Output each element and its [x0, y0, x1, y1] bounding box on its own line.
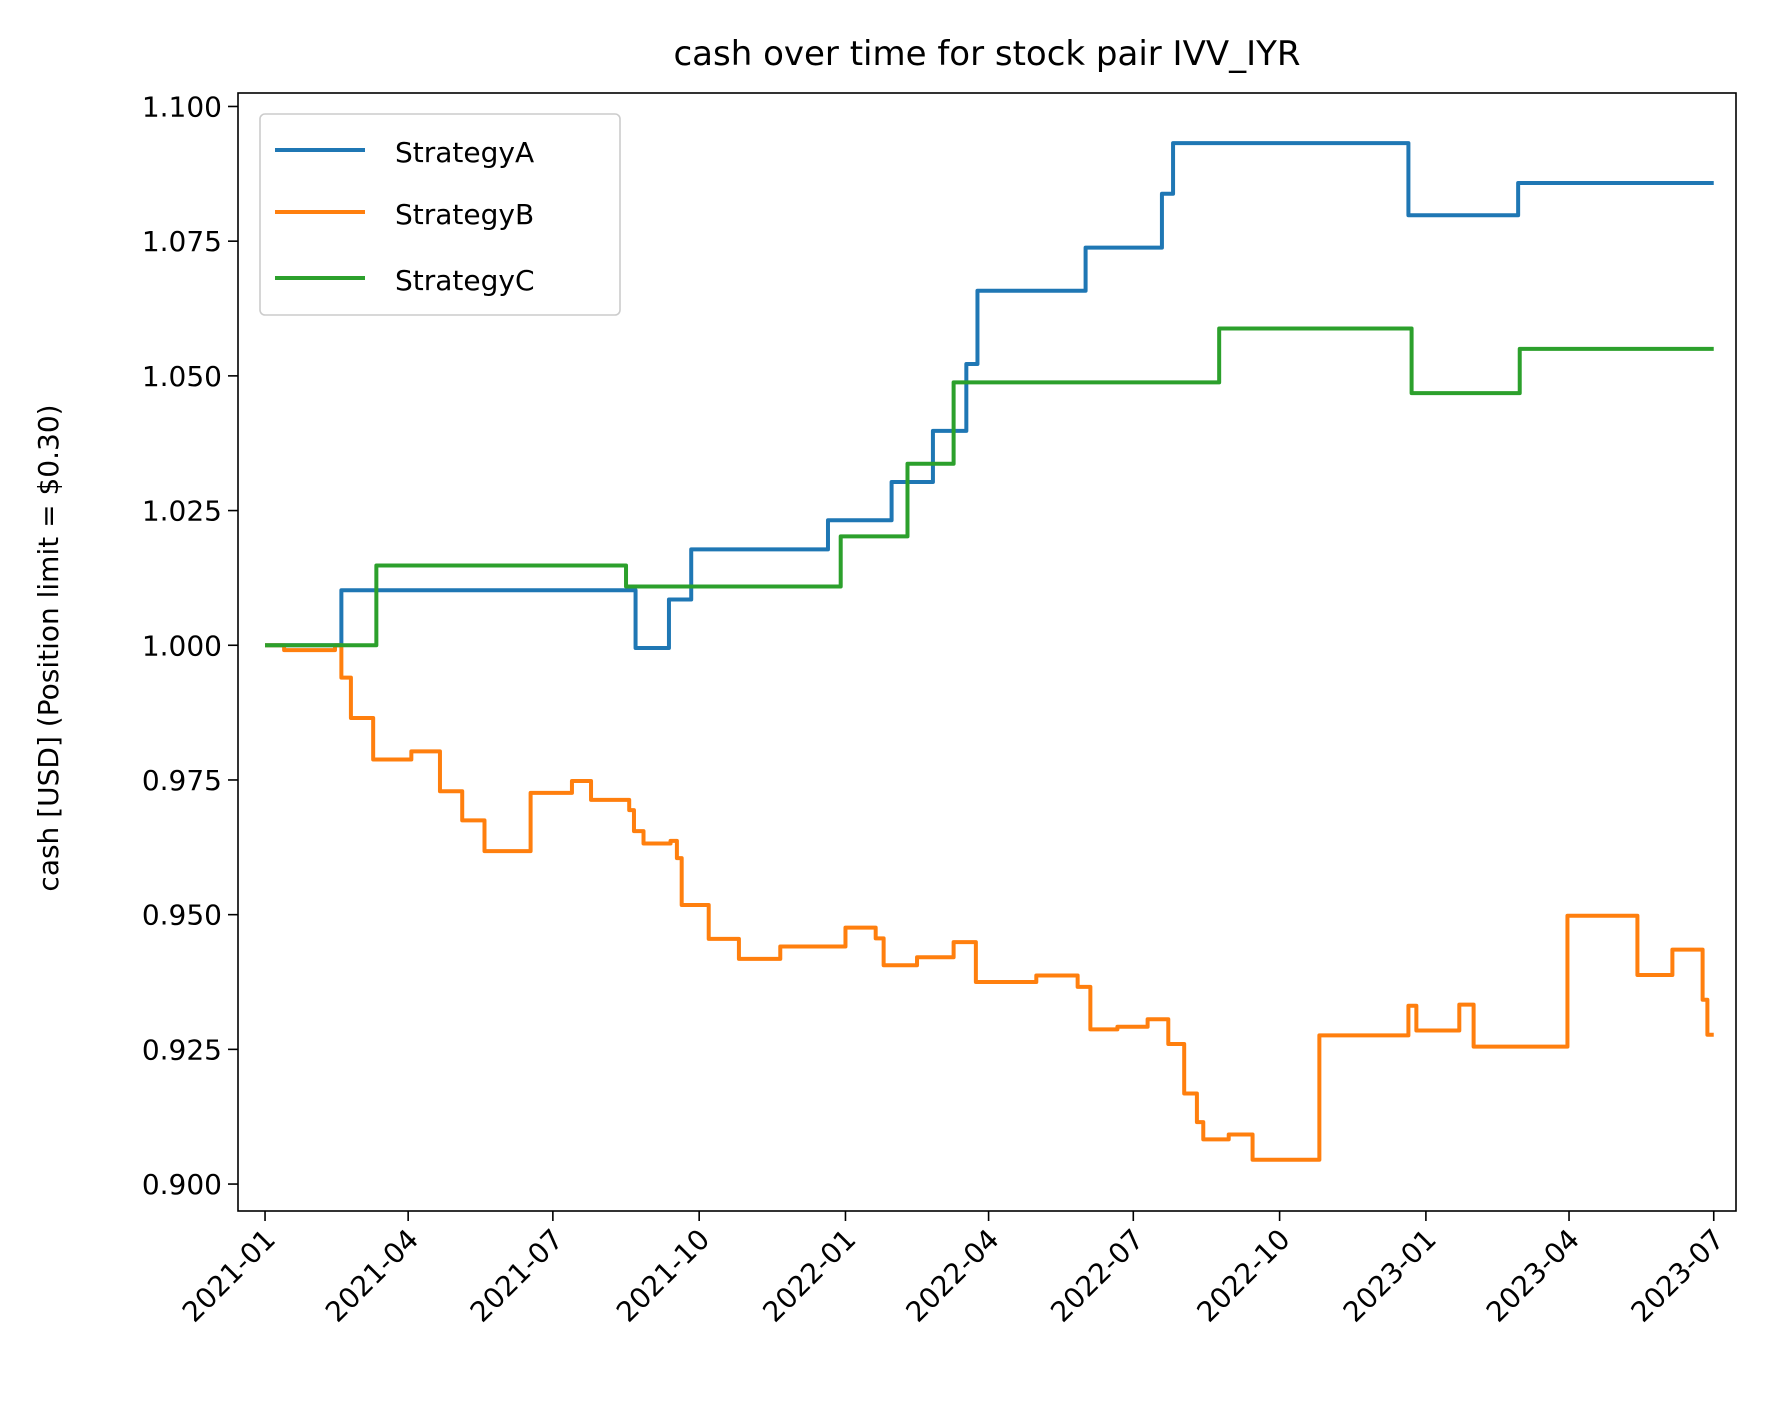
y-tick-label: 1.100	[142, 90, 222, 123]
series-line-strategyb	[265, 643, 1714, 1162]
y-tick-label: 0.900	[142, 1168, 222, 1201]
plot-area-frame	[237, 92, 1737, 1212]
series-line-strategya	[265, 141, 1714, 650]
y-tick-label: 1.000	[142, 629, 222, 662]
y-axis-ticks: 0.900 0.925 0.950 0.975 1.000 1.025 1.050 1.075…	[142, 90, 238, 1201]
legend-label-strategya: StrategyA	[395, 136, 534, 169]
y-tick-label: 1.050	[142, 360, 222, 393]
chart-title: cash over time for stock pair IVV_IYR	[673, 34, 1300, 74]
y-tick-label: 0.975	[142, 764, 222, 797]
legend: StrategyA StrategyB StrategyC	[259, 113, 621, 316]
y-tick-label: 1.025	[142, 495, 222, 528]
series-line-strategyc	[265, 326, 1714, 648]
y-tick-label: 0.950	[142, 899, 222, 932]
legend-label-strategyb: StrategyB	[395, 198, 534, 231]
series-layer	[265, 141, 1714, 1162]
legend-label-strategyc: StrategyC	[395, 264, 535, 297]
legend-frame	[259, 113, 621, 316]
y-tick-label: 0.925	[142, 1033, 222, 1066]
y-axis-label: cash [USD] (Position limit = $0.30)	[32, 404, 65, 891]
y-tick-label: 1.075	[142, 225, 222, 258]
